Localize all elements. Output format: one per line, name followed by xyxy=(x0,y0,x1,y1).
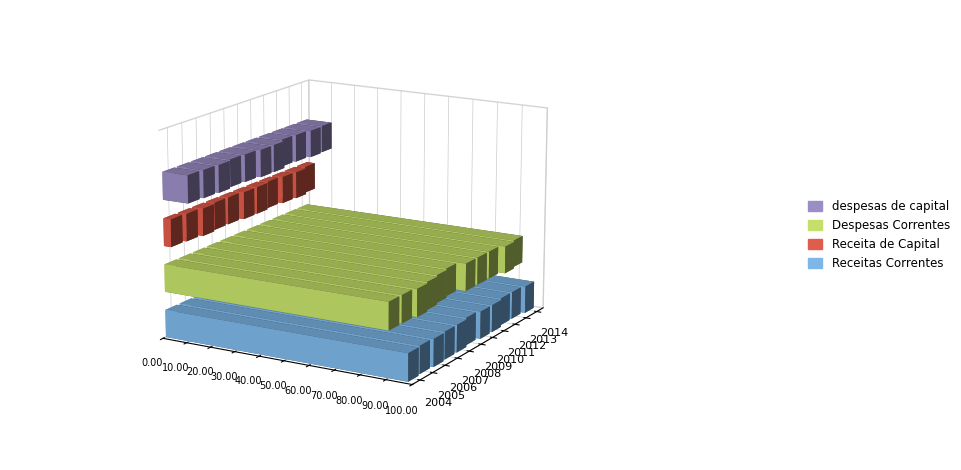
Legend: despesas de capital, Despesas Correntes, Receita de Capital, Receitas Correntes: despesas de capital, Despesas Correntes,… xyxy=(801,194,955,276)
